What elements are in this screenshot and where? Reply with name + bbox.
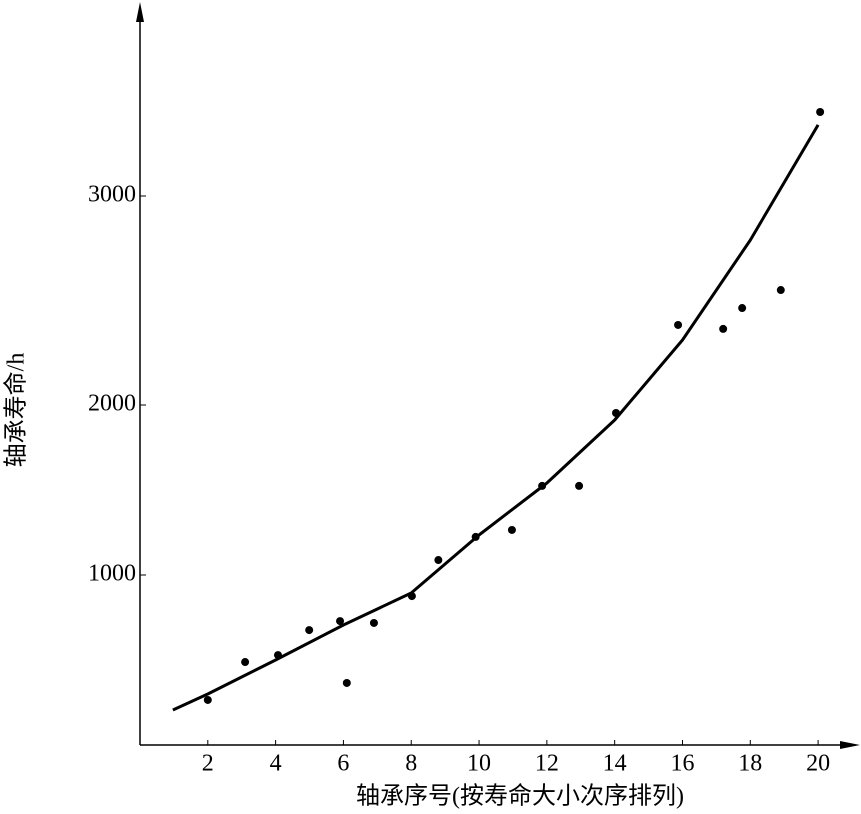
point	[369, 618, 378, 627]
y-arrow	[136, 2, 144, 22]
fit-curve	[172, 124, 820, 712]
point	[342, 678, 351, 687]
point	[738, 304, 747, 313]
y-tick-label: 1000	[88, 561, 136, 587]
point	[776, 286, 785, 295]
point	[336, 617, 345, 626]
x-tick-label: 20	[806, 751, 830, 777]
x-tick-label: 4	[270, 751, 282, 777]
x-tick-label: 10	[467, 751, 491, 777]
point	[719, 324, 728, 333]
point	[575, 481, 584, 490]
x-tick-label: 18	[738, 751, 762, 777]
x-tick-label: 12	[535, 751, 559, 777]
point	[507, 525, 516, 534]
x-tick-label: 8	[405, 751, 417, 777]
x-arrow	[840, 741, 860, 749]
point	[203, 695, 212, 704]
x-tick-label: 14	[603, 751, 627, 777]
y-tick-label: 3000	[88, 182, 136, 208]
point	[674, 320, 683, 329]
x-axis-label: 轴承序号(按寿命大小次序排列)	[356, 783, 684, 810]
y-axis-label: 轴承寿命/h	[3, 353, 30, 468]
y-tick-label: 2000	[88, 391, 136, 417]
x-tick-label: 2	[202, 751, 214, 777]
point	[816, 107, 825, 116]
point	[305, 626, 314, 635]
point	[434, 556, 443, 565]
x-tick-label: 6	[337, 751, 349, 777]
x-tick-label: 16	[670, 751, 694, 777]
point	[241, 658, 250, 667]
